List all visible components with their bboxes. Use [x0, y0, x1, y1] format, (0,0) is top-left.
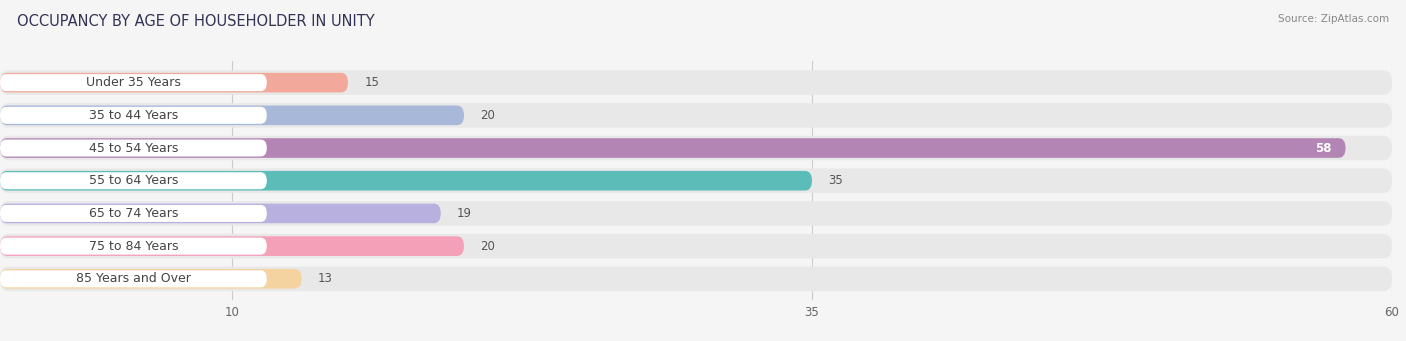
Text: 75 to 84 Years: 75 to 84 Years	[89, 240, 179, 253]
FancyBboxPatch shape	[0, 234, 1392, 258]
FancyBboxPatch shape	[0, 201, 1392, 226]
FancyBboxPatch shape	[0, 105, 464, 125]
Text: 55 to 64 Years: 55 to 64 Years	[89, 174, 179, 187]
FancyBboxPatch shape	[0, 172, 267, 189]
Text: Source: ZipAtlas.com: Source: ZipAtlas.com	[1278, 14, 1389, 24]
Text: 20: 20	[481, 240, 495, 253]
FancyBboxPatch shape	[0, 70, 1392, 95]
Text: 45 to 54 Years: 45 to 54 Years	[89, 142, 179, 154]
FancyBboxPatch shape	[0, 138, 1346, 158]
Text: 85 Years and Over: 85 Years and Over	[76, 272, 191, 285]
FancyBboxPatch shape	[0, 74, 267, 91]
FancyBboxPatch shape	[0, 139, 267, 157]
FancyBboxPatch shape	[0, 238, 267, 255]
FancyBboxPatch shape	[0, 136, 1392, 160]
Text: 35: 35	[828, 174, 844, 187]
FancyBboxPatch shape	[0, 171, 813, 191]
FancyBboxPatch shape	[0, 73, 349, 92]
Text: 58: 58	[1315, 142, 1331, 154]
Text: OCCUPANCY BY AGE OF HOUSEHOLDER IN UNITY: OCCUPANCY BY AGE OF HOUSEHOLDER IN UNITY	[17, 14, 374, 29]
FancyBboxPatch shape	[0, 103, 1392, 128]
FancyBboxPatch shape	[0, 270, 267, 287]
FancyBboxPatch shape	[0, 107, 267, 124]
Text: 20: 20	[481, 109, 495, 122]
FancyBboxPatch shape	[0, 204, 441, 223]
Text: 13: 13	[318, 272, 333, 285]
Text: 35 to 44 Years: 35 to 44 Years	[89, 109, 179, 122]
Text: 19: 19	[457, 207, 472, 220]
Text: 15: 15	[364, 76, 380, 89]
FancyBboxPatch shape	[0, 205, 267, 222]
FancyBboxPatch shape	[0, 267, 1392, 291]
FancyBboxPatch shape	[0, 236, 464, 256]
FancyBboxPatch shape	[0, 269, 302, 288]
Text: Under 35 Years: Under 35 Years	[86, 76, 181, 89]
FancyBboxPatch shape	[0, 168, 1392, 193]
Text: 65 to 74 Years: 65 to 74 Years	[89, 207, 179, 220]
